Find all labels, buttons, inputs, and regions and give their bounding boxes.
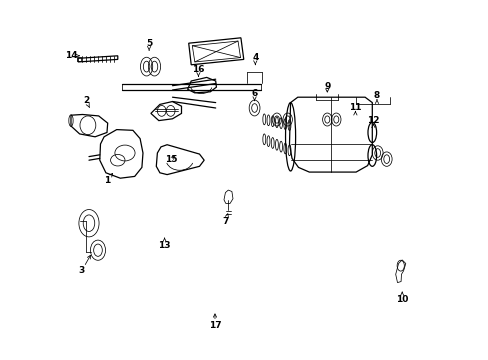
- Text: 7: 7: [222, 217, 228, 226]
- Text: 4: 4: [252, 53, 258, 62]
- Text: 16: 16: [192, 65, 204, 74]
- Text: 11: 11: [348, 103, 361, 112]
- Text: 9: 9: [324, 82, 330, 91]
- Text: 15: 15: [165, 155, 178, 163]
- Text: 8: 8: [373, 91, 379, 100]
- Text: 6: 6: [251, 89, 257, 98]
- Text: 5: 5: [146, 39, 152, 48]
- Text: 12: 12: [366, 116, 379, 125]
- Text: 17: 17: [208, 321, 221, 330]
- Text: 14: 14: [65, 51, 78, 60]
- Text: 13: 13: [158, 241, 170, 250]
- Text: 2: 2: [83, 96, 89, 105]
- Text: 3: 3: [79, 266, 85, 275]
- Text: 1: 1: [103, 176, 110, 185]
- Bar: [77, 57, 81, 61]
- Text: 10: 10: [395, 295, 407, 304]
